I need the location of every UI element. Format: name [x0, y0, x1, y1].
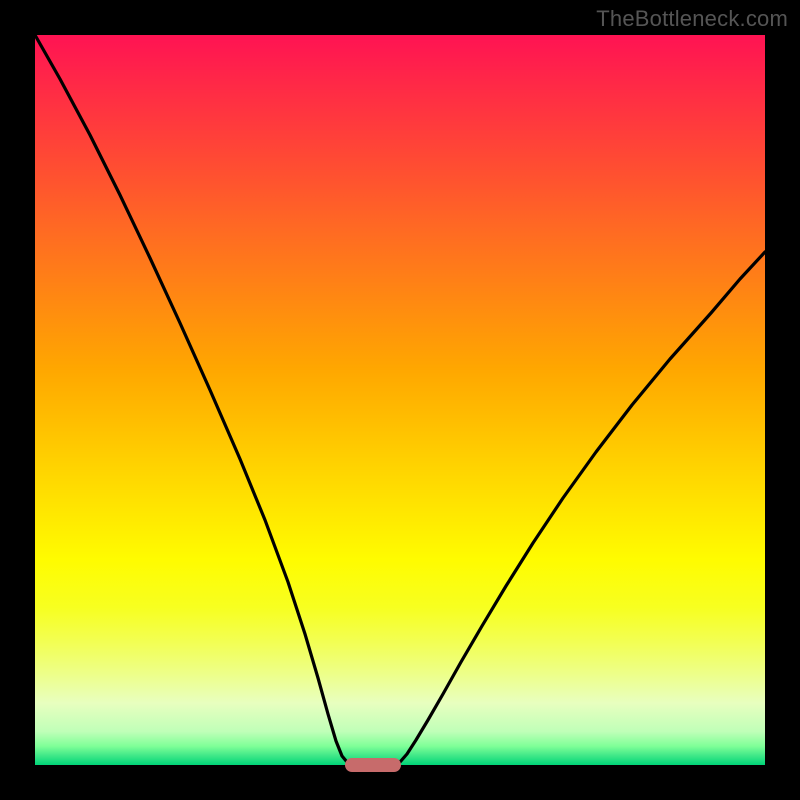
plot-background: [35, 35, 765, 765]
chart-container: TheBottleneck.com: [0, 0, 800, 800]
optimal-point-marker: [345, 758, 401, 772]
bottleneck-curve-chart: [0, 0, 800, 800]
watermark-text: TheBottleneck.com: [596, 6, 788, 32]
